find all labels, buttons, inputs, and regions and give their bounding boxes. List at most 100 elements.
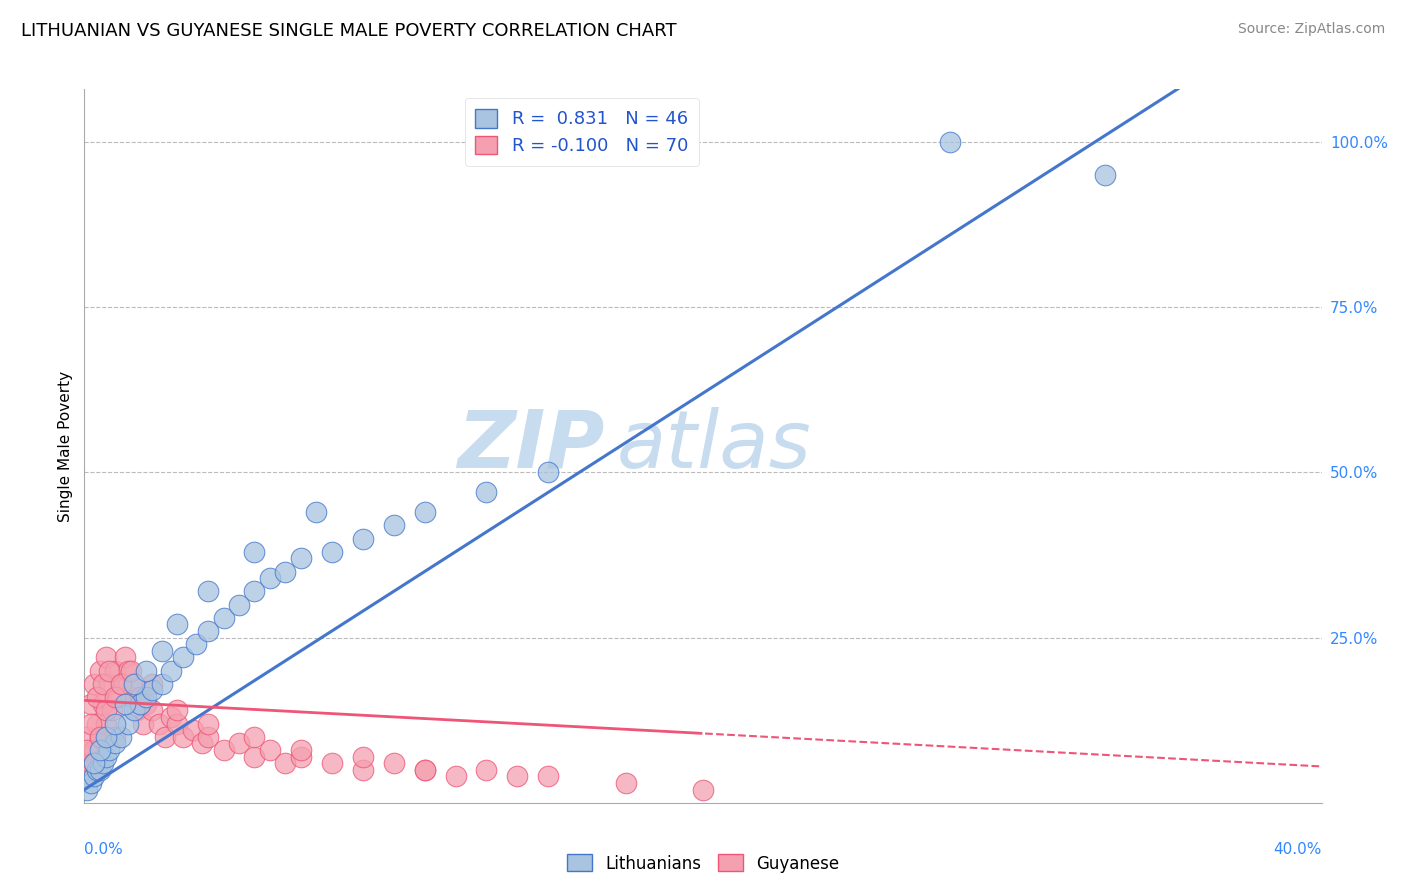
Point	[692, 782, 714, 797]
Point	[1094, 168, 1116, 182]
Point	[104, 664, 127, 678]
Point	[184, 637, 207, 651]
Point	[94, 650, 117, 665]
Point	[91, 697, 114, 711]
Point	[129, 697, 152, 711]
Point	[94, 730, 117, 744]
Point	[94, 749, 117, 764]
Point	[382, 518, 405, 533]
Point	[197, 730, 219, 744]
Point	[197, 716, 219, 731]
Point	[148, 716, 170, 731]
Point	[135, 690, 157, 704]
Point	[321, 545, 343, 559]
Point	[305, 505, 328, 519]
Point	[352, 532, 374, 546]
Point	[79, 776, 101, 790]
Point	[114, 650, 136, 665]
Point	[153, 730, 176, 744]
Point	[475, 485, 498, 500]
Point	[117, 664, 139, 678]
Point	[101, 703, 124, 717]
Point	[382, 756, 405, 771]
Point	[444, 769, 467, 783]
Point	[506, 769, 529, 783]
Legend: R =  0.831   N = 46, R = -0.100   N = 70: R = 0.831 N = 46, R = -0.100 N = 70	[464, 98, 699, 166]
Point	[89, 730, 111, 744]
Point	[110, 677, 132, 691]
Point	[475, 763, 498, 777]
Point	[537, 769, 560, 783]
Point	[94, 716, 117, 731]
Point	[141, 677, 163, 691]
Point	[212, 743, 235, 757]
Point	[939, 135, 962, 149]
Point	[197, 624, 219, 638]
Point	[98, 664, 121, 678]
Point	[89, 743, 111, 757]
Point	[352, 749, 374, 764]
Point	[228, 736, 250, 750]
Point	[91, 756, 114, 771]
Point	[243, 730, 266, 744]
Point	[191, 736, 214, 750]
Point	[259, 571, 281, 585]
Point	[160, 664, 183, 678]
Point	[110, 677, 132, 691]
Point	[79, 756, 101, 771]
Point	[83, 769, 105, 783]
Point	[141, 683, 163, 698]
Point	[259, 743, 281, 757]
Legend: Lithuanians, Guyanese: Lithuanians, Guyanese	[560, 847, 846, 880]
Point	[290, 551, 312, 566]
Point	[321, 756, 343, 771]
Point	[104, 716, 127, 731]
Point	[120, 664, 142, 678]
Point	[86, 716, 108, 731]
Text: ZIP: ZIP	[457, 407, 605, 485]
Point	[166, 716, 188, 731]
Point	[89, 763, 111, 777]
Y-axis label: Single Male Poverty: Single Male Poverty	[58, 370, 73, 522]
Point	[120, 690, 142, 704]
Point	[89, 664, 111, 678]
Point	[166, 617, 188, 632]
Point	[352, 763, 374, 777]
Point	[104, 690, 127, 704]
Point	[110, 730, 132, 744]
Point	[150, 677, 173, 691]
Point	[76, 743, 98, 757]
Point	[141, 703, 163, 717]
Point	[104, 730, 127, 744]
Point	[98, 677, 121, 691]
Point	[243, 545, 266, 559]
Point	[160, 710, 183, 724]
Point	[129, 690, 152, 704]
Point	[94, 703, 117, 717]
Point	[86, 690, 108, 704]
Point	[129, 697, 152, 711]
Point	[122, 677, 145, 691]
Point	[122, 703, 145, 717]
Point	[76, 769, 98, 783]
Point	[181, 723, 204, 738]
Text: atlas: atlas	[616, 407, 811, 485]
Point	[76, 782, 98, 797]
Point	[413, 763, 436, 777]
Point	[166, 703, 188, 717]
Point	[274, 565, 297, 579]
Point	[150, 644, 173, 658]
Point	[172, 650, 194, 665]
Point	[79, 716, 101, 731]
Point	[212, 611, 235, 625]
Point	[125, 703, 148, 717]
Point	[104, 736, 127, 750]
Point	[243, 584, 266, 599]
Point	[83, 677, 105, 691]
Point	[135, 664, 157, 678]
Point	[172, 730, 194, 744]
Point	[107, 690, 129, 704]
Point	[86, 763, 108, 777]
Point	[290, 749, 312, 764]
Point	[89, 730, 111, 744]
